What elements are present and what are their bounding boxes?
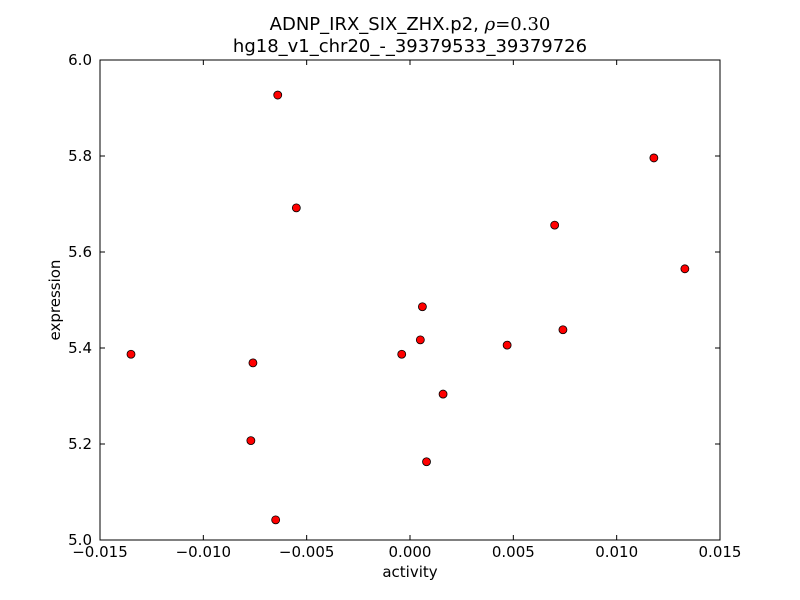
x-tick-label: 0.010 xyxy=(595,543,638,561)
y-axis: 5.0 5.2 5.4 5.6 5.8 6.0 xyxy=(68,51,720,549)
data-point xyxy=(649,153,659,163)
data-point xyxy=(126,349,136,359)
data-points xyxy=(126,90,690,525)
chart-title-rho-value: =0.30 xyxy=(495,14,550,35)
data-point xyxy=(438,389,448,399)
x-tick-label: −0.005 xyxy=(279,543,335,561)
chart-title-rho-symbol: ρ xyxy=(484,14,496,35)
data-point xyxy=(550,220,560,230)
data-point xyxy=(502,340,512,350)
x-tick-label: −0.010 xyxy=(176,543,232,561)
y-tick-label: 5.0 xyxy=(68,531,92,549)
plot-area xyxy=(99,59,721,541)
data-point xyxy=(397,349,407,359)
x-axis: −0.015 −0.010 −0.005 0.000 0.005 0.010 0.015 xyxy=(72,60,741,561)
data-point xyxy=(271,515,281,525)
x-axis-label: activity xyxy=(382,563,437,581)
y-tick-label: 5.8 xyxy=(68,147,92,165)
data-point xyxy=(558,325,568,335)
data-point xyxy=(680,264,690,274)
data-point xyxy=(248,358,258,368)
data-point xyxy=(422,457,431,467)
y-axis-label: expression xyxy=(46,260,64,341)
chart-title-line2: hg18_v1_chr20_-_39379533_39379726 xyxy=(233,36,587,57)
x-tick-label: 0.005 xyxy=(492,543,535,561)
data-point xyxy=(417,302,427,312)
data-point xyxy=(273,90,283,100)
y-tick-label: 5.6 xyxy=(68,243,92,261)
x-tick-label: 0.000 xyxy=(389,543,432,561)
chart-title-prefix: ADNP_IRX_SIX_ZHX.p2, xyxy=(270,14,485,35)
x-tick-label: 0.015 xyxy=(699,543,742,561)
y-tick-label: 6.0 xyxy=(68,51,92,69)
data-point xyxy=(291,203,301,213)
data-point xyxy=(415,335,425,345)
data-point xyxy=(246,436,256,446)
x-tick-label: −0.015 xyxy=(72,543,128,561)
y-tick-label: 5.4 xyxy=(68,339,92,357)
chart-title-line1: ADNP_IRX_SIX_ZHX.p2, ρ=0.30 xyxy=(270,14,551,35)
y-tick-label: 5.2 xyxy=(68,435,92,453)
